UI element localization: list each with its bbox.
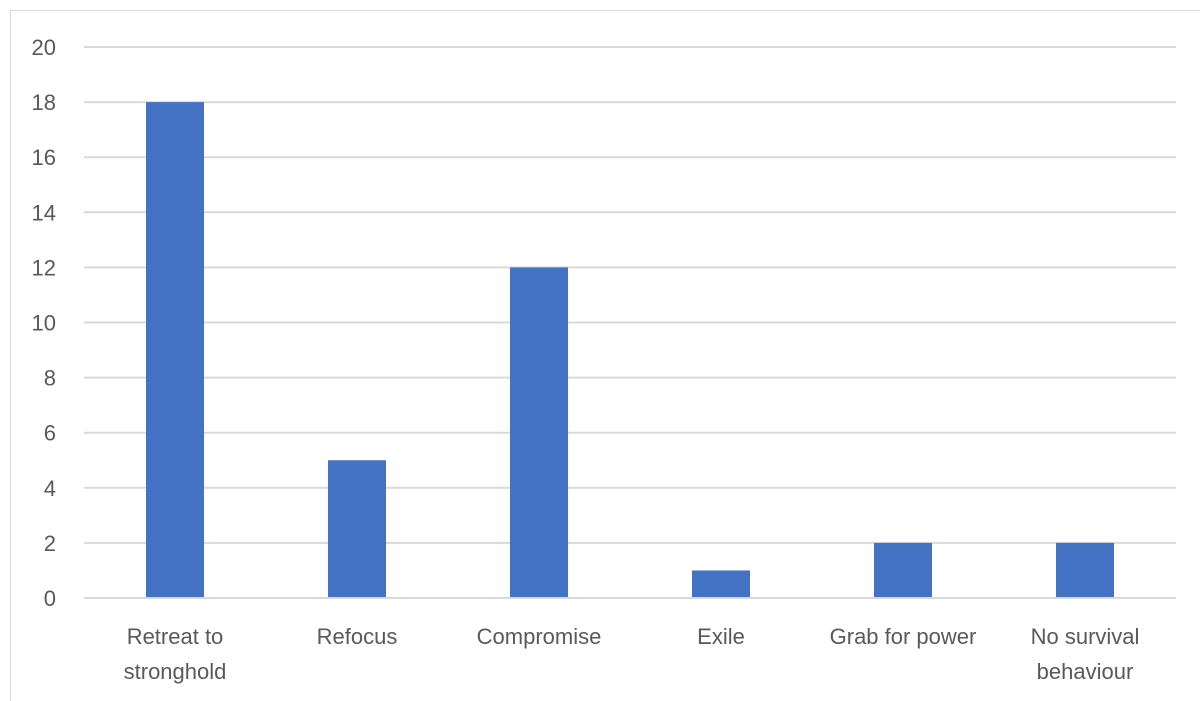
x-category-label: No survival <box>1031 624 1140 649</box>
bar <box>1056 542 1114 598</box>
chart-frame <box>10 10 1200 701</box>
x-axis-labels: Retreat to stronghold Refocus Compromise Exi… <box>124 624 1140 684</box>
y-tick-label: 14 <box>32 200 56 225</box>
bar <box>692 570 750 598</box>
y-tick-label: 20 <box>32 35 56 60</box>
y-tick-label: 16 <box>32 145 56 170</box>
bar <box>146 102 204 598</box>
bar <box>510 267 568 598</box>
y-tick-label: 8 <box>44 366 56 391</box>
y-tick-label: 2 <box>44 531 56 556</box>
x-category-label: Grab for power <box>830 624 977 649</box>
bars <box>146 102 1114 598</box>
y-tick-label: 0 <box>44 586 56 611</box>
y-tick-label: 4 <box>44 476 56 501</box>
x-category-label: Exile <box>697 624 745 649</box>
x-category-label: behaviour <box>1037 659 1134 684</box>
y-tick-label: 18 <box>32 90 56 115</box>
y-tick-label: 6 <box>44 421 56 446</box>
x-category-label: stronghold <box>124 659 227 684</box>
gridlines <box>84 46 1176 544</box>
bar <box>874 542 932 598</box>
x-category-label: Compromise <box>477 624 602 649</box>
x-category-label: Refocus <box>317 624 398 649</box>
x-category-label: Retreat to <box>127 624 224 649</box>
bar <box>328 460 386 598</box>
y-tick-label: 12 <box>32 255 56 280</box>
y-axis-ticks: 0 2 4 6 8 10 12 14 16 18 20 <box>32 35 56 611</box>
y-tick-label: 10 <box>32 311 56 336</box>
